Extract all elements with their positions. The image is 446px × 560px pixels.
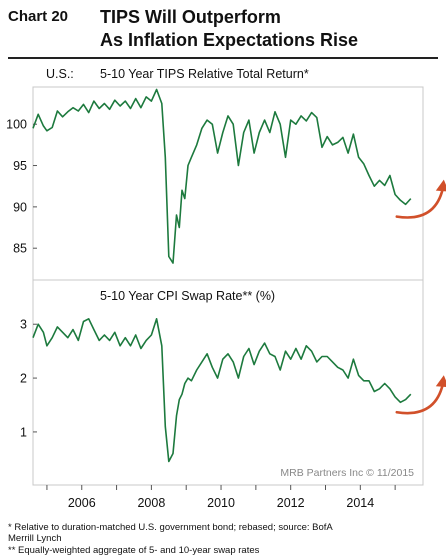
chart-number-label: Chart 20: [8, 8, 69, 25]
xtick-label-4: 2014: [346, 496, 374, 510]
top-trend-arrowhead: [435, 179, 446, 192]
chart-title-line-2: As Inflation Expectations Rise: [100, 30, 359, 50]
footnote-1-line-1: * Relative to duration-matched U.S. gove…: [8, 522, 333, 533]
top-ytick-label-3: 100: [6, 118, 27, 132]
top-series-line: [32, 88, 412, 264]
header-divider: [8, 57, 438, 59]
bottom-ytick-label-0: 1: [20, 425, 27, 439]
xtick-label-3: 2012: [277, 496, 305, 510]
bottom-series-line: [32, 318, 412, 463]
region-label: U.S.:: [46, 67, 74, 81]
xtick-label-2: 2010: [207, 496, 235, 510]
top-panel-title: 5-10 Year TIPS Relative Total Return*: [100, 67, 309, 81]
bottom-trend-arrowhead: [435, 375, 446, 388]
chart-frame: [32, 86, 424, 486]
top-ytick-label-2: 95: [13, 159, 27, 173]
chart-title-line-1: TIPS Will Outperform: [100, 7, 281, 27]
bottom-ytick-label-1: 2: [20, 372, 27, 386]
bottom-trend-arrow: [395, 382, 445, 415]
top-trend-arrow: [395, 187, 445, 219]
source-credit: MRB Partners Inc © 11/2015: [280, 467, 414, 479]
xtick-label-1: 2008: [137, 496, 165, 510]
bottom-ytick-label-2: 3: [20, 318, 27, 332]
footnote-1-line-2: Merrill Lynch: [8, 533, 62, 544]
top-ytick-label-1: 90: [13, 200, 27, 214]
top-ytick-label-0: 85: [13, 242, 27, 256]
footnote-2: ** Equally-weighted aggregate of 5- and …: [8, 545, 260, 556]
xtick-label-0: 2006: [68, 496, 96, 510]
bottom-panel-title: 5-10 Year CPI Swap Rate** (%): [100, 289, 276, 303]
